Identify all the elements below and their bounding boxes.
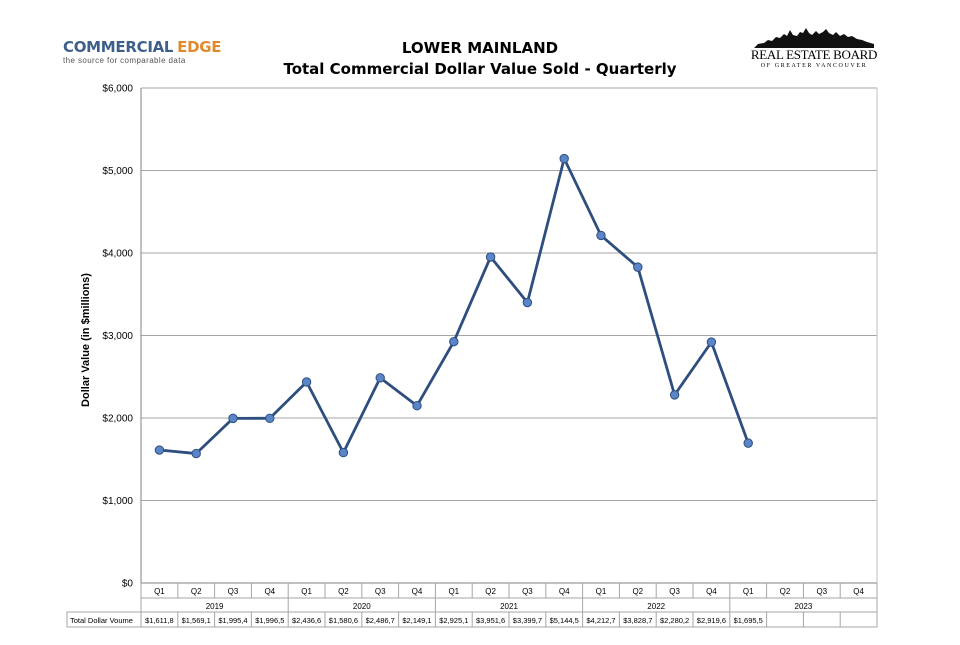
x-tick-label: Q2 [485, 587, 496, 596]
series-line [159, 157, 750, 455]
x-tick-label: Q1 [743, 587, 754, 596]
data-point [154, 445, 165, 455]
x-tick-label: Q4 [559, 587, 570, 596]
table-cell-value: $1,580,6 [329, 616, 358, 625]
table-cell-value: $1,611,8 [145, 616, 174, 625]
x-tick-label: Q4 [264, 587, 275, 596]
data-point [596, 230, 606, 241]
logo-board-name: REAL ESTATE BOARD [750, 47, 878, 62]
table-cell-value: $2,149,1 [402, 616, 431, 625]
table-cell-value: $2,436,6 [292, 616, 321, 625]
data-point [412, 400, 422, 411]
data-point [633, 262, 643, 272]
data-point [228, 413, 238, 424]
x-tick-label: Q1 [448, 587, 459, 596]
x-tick-label: Q3 [816, 587, 827, 596]
x-tick-label: Q1 [301, 587, 312, 596]
data-point [449, 336, 459, 347]
real-estate-board-logo: REAL ESTATE BOARD OF GREATER VANCOUVER [750, 26, 878, 70]
x-tick-label: Q4 [706, 587, 717, 596]
chart-titles: LOWER MAINLAND Total Commercial Dollar V… [0, 38, 960, 80]
table-cell-value: $2,925,1 [439, 616, 468, 625]
data-point [485, 252, 496, 262]
y-tick-label: $6,000 [102, 84, 133, 95]
logo-board-subtitle: OF GREATER VANCOUVER [760, 63, 868, 69]
grid-layer [141, 87, 877, 584]
table-cell-value: $2,280,2 [660, 616, 689, 625]
data-point [191, 448, 201, 459]
y-tick-label: $1,000 [102, 496, 133, 507]
x-tick-label: Q2 [780, 587, 791, 596]
data-point [522, 297, 533, 308]
data-point [743, 438, 753, 448]
year-label: 2021 [500, 602, 518, 611]
table-cell-value: $2,919,6 [697, 616, 726, 625]
y-tick-label: $5,000 [102, 166, 133, 177]
series-layer [154, 153, 753, 459]
year-label: 2022 [647, 602, 665, 611]
y-tick-label: $2,000 [102, 414, 133, 425]
data-point [669, 390, 680, 400]
table-cell-value: $3,951,6 [476, 616, 505, 625]
skyline-icon [754, 28, 874, 48]
x-tick-label: Q4 [853, 587, 864, 596]
chart-title: LOWER MAINLAND [401, 39, 559, 57]
chart-subtitle: Total Commercial Dollar Value Sold - Qua… [283, 60, 677, 78]
x-tick-label: Q4 [412, 587, 423, 596]
data-point [375, 373, 385, 383]
logo-word-edge: EDGE [177, 38, 222, 56]
logo-word-commercial: COMMERCIAL [63, 38, 174, 56]
y-axis-label: Dollar Value (in $millions) [80, 273, 92, 407]
data-point [301, 377, 312, 387]
table-cell-value: $3,399,7 [513, 616, 542, 625]
y-tick-label: $4,000 [102, 249, 133, 260]
year-label: 2019 [206, 602, 224, 611]
year-label: 2023 [795, 602, 813, 611]
x-tick-label: Q1 [596, 587, 607, 596]
x-tick-label: Q3 [375, 587, 386, 596]
axis-layer: $0 $1,000 $2,000 $3,000 $4,000 $5,000 $6,000 [102, 84, 878, 590]
table-cell-value: $4,212,7 [586, 616, 615, 625]
table-cell-value: $2,486,7 [366, 616, 395, 625]
table-cell-value: $1,695,5 [734, 616, 763, 625]
x-tick-label: Q3 [669, 587, 680, 596]
data-point [706, 337, 717, 347]
table-row-label: Total Dollar Voume [70, 616, 133, 625]
table-cell-value: $5,144,5 [550, 616, 579, 625]
data-table: Q1 Q2 Q3 Q4 Q1 Q2 Q3 Q4 Q1 Q2 Q3 Q4 Q1 Q2 Q3 Q4 Q1 Q2 Q3 Q4… [66, 583, 878, 628]
table-cell-value: $3,828,7 [623, 616, 652, 625]
table-cell-value: $1,995,4 [218, 616, 247, 625]
x-tick-label: Q2 [191, 587, 202, 596]
y-tick-label: $0 [122, 579, 134, 590]
data-point [265, 413, 275, 423]
data-point [338, 447, 349, 458]
table-cell-value: $1,569,1 [182, 616, 211, 625]
table-cell-value: $1,996,5 [255, 616, 284, 625]
x-tick-label: Q2 [338, 587, 349, 596]
x-tick-label: Q3 [228, 587, 239, 596]
x-tick-label: Q1 [154, 587, 165, 596]
year-label: 2020 [353, 602, 371, 611]
x-tick-label: Q3 [522, 587, 533, 596]
data-point [559, 153, 569, 164]
x-tick-label: Q2 [632, 587, 643, 596]
commercial-edge-logo-wordmark: COMMERCIAL EDGE [63, 38, 222, 56]
y-tick-label: $3,000 [102, 331, 133, 342]
commercial-edge-logo: COMMERCIAL EDGE the source for comparable… [63, 38, 222, 65]
logo-tagline: the source for comparable data [63, 56, 186, 65]
